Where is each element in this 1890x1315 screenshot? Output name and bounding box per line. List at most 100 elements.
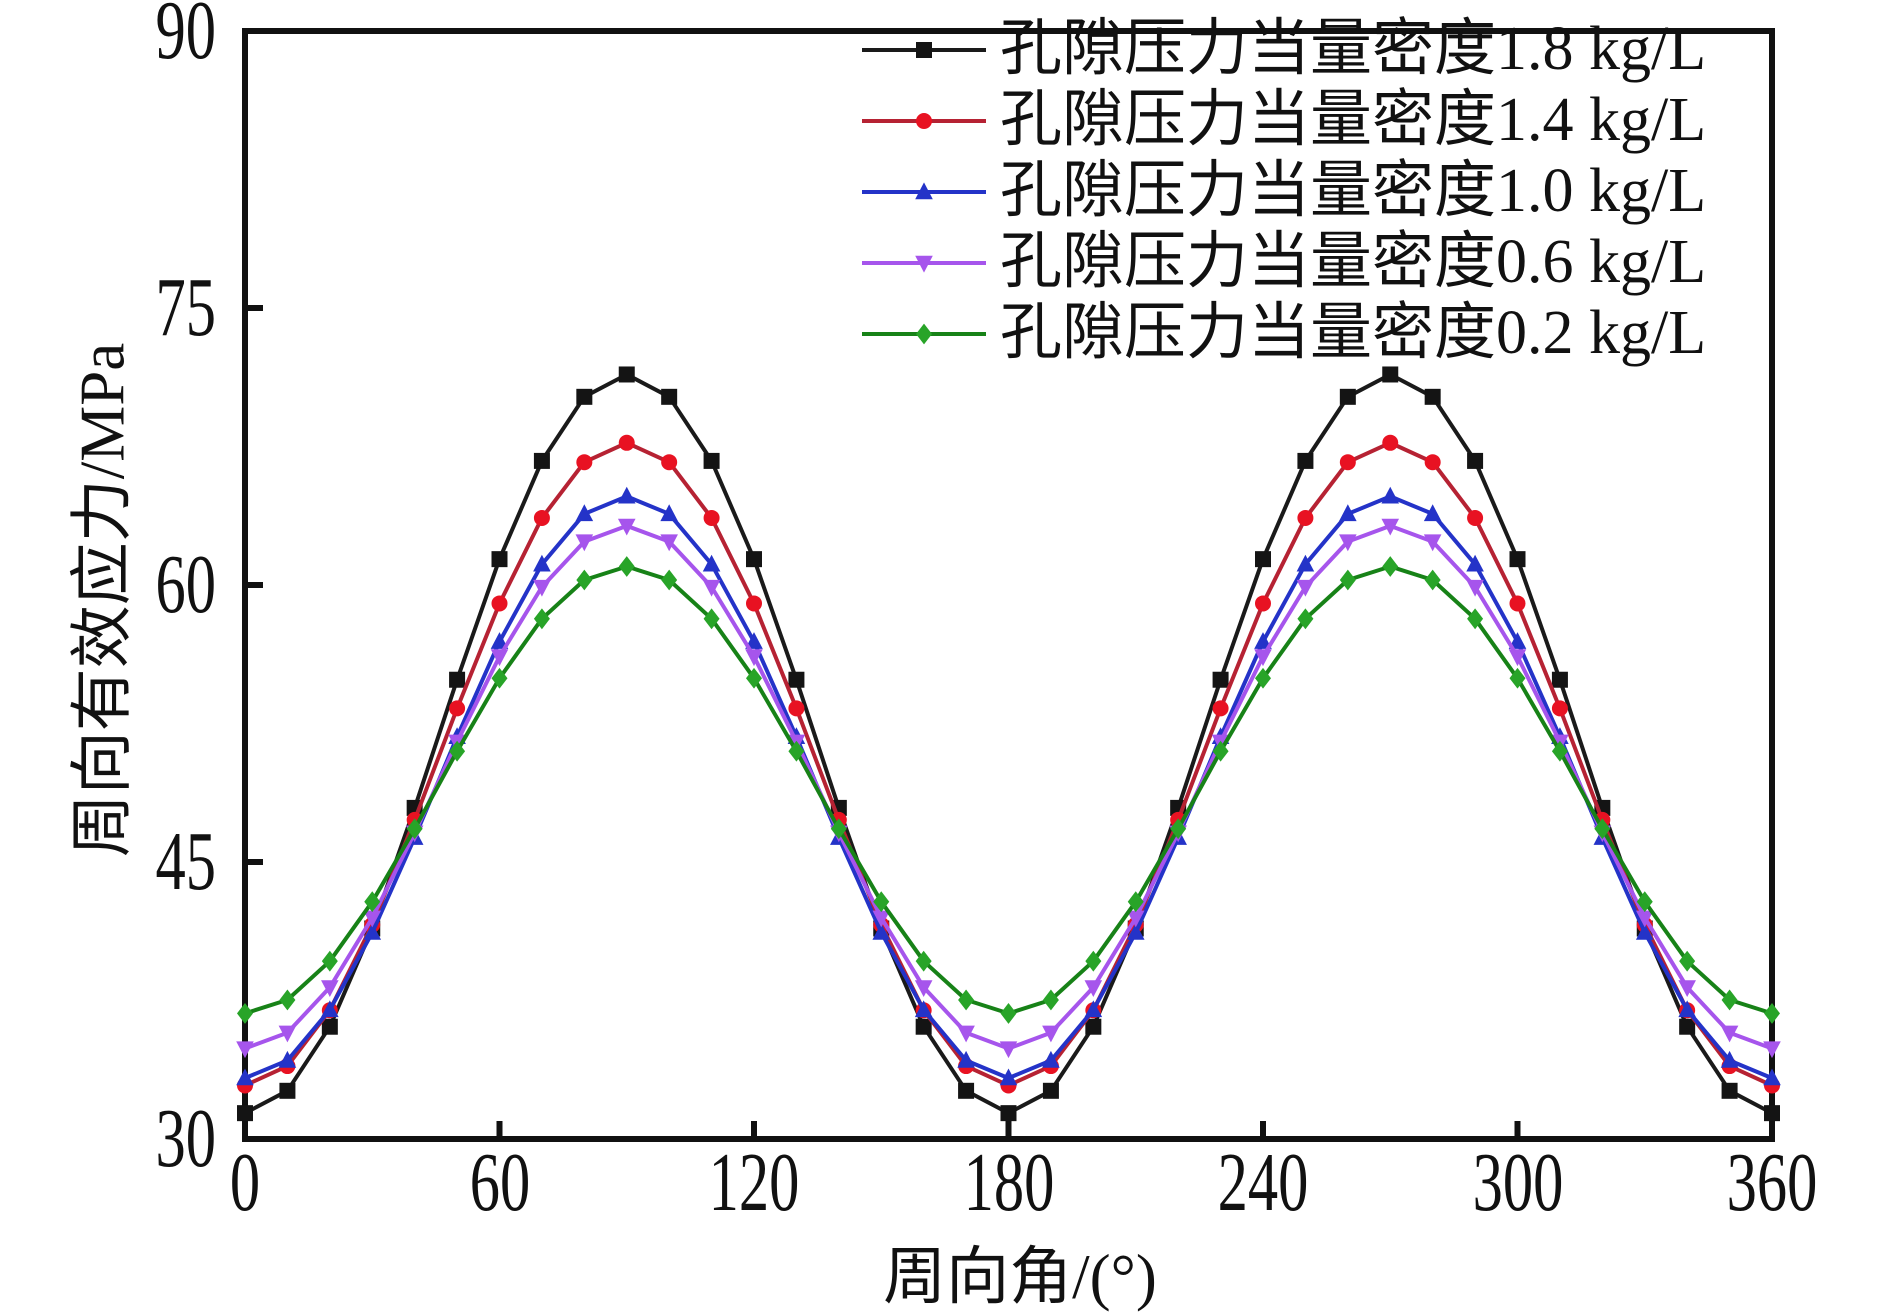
diamond-marker [1000, 1003, 1017, 1024]
series-triangle-down [236, 518, 1781, 1059]
diamond-marker [491, 667, 508, 689]
triangle-down-marker [490, 649, 509, 667]
legend-label: 孔隙压力当量密度0.6 kg/L [1000, 228, 1707, 296]
series-triangle-up [236, 486, 1781, 1086]
x-tick-label: 240 [1217, 1136, 1309, 1229]
y-tick-label: 45 [155, 815, 216, 908]
triangle-up-marker [363, 922, 382, 940]
legend-circle-swatch [862, 112, 986, 129]
triangle-down-marker [1296, 579, 1315, 597]
triangle-up-marker [278, 1050, 297, 1068]
triangle-up-marker [1042, 1050, 1060, 1068]
circle-marker [1212, 700, 1229, 717]
y-tick-label: 90 [155, 0, 216, 77]
circle-marker [1382, 434, 1399, 451]
diamond-marker [1679, 950, 1696, 972]
triangle-up-marker [1678, 1000, 1696, 1018]
y-tick-label: 60 [155, 538, 216, 631]
diamond-marker [1594, 818, 1611, 840]
square-marker [1509, 551, 1526, 568]
triangle-down-marker [957, 1025, 975, 1043]
x-tick-label: 180 [963, 1136, 1054, 1229]
triangle-up-marker [1466, 554, 1484, 572]
triangle-down-marker [914, 980, 933, 997]
legend-label: 孔隙压力当量密度0.2 kg/L [1000, 299, 1707, 367]
diamond-marker [1551, 740, 1568, 762]
x-tick-label: 60 [469, 1136, 530, 1229]
triangle-down-marker [872, 910, 891, 928]
square-marker [1212, 671, 1229, 688]
diamond-marker [237, 1003, 253, 1024]
legend-diamond-marker [916, 323, 932, 344]
legend-row: 孔隙压力当量密度1.0 kg/L [862, 156, 1706, 227]
series-line [244, 494, 1773, 1081]
square-marker [1679, 1018, 1696, 1035]
diamond-marker [788, 740, 805, 762]
triangle-up-marker [1126, 922, 1145, 940]
x-tick-label: 0 [229, 1136, 261, 1229]
diamond-marker [618, 556, 635, 577]
diamond-marker [1721, 989, 1738, 1011]
triangle-up-marker [1423, 504, 1442, 522]
triangle-up-marker [1508, 632, 1527, 649]
triangle-up-marker [1254, 632, 1272, 649]
square-marker [703, 452, 720, 469]
x-tick-label: 120 [708, 1136, 800, 1229]
legend-row: 孔隙压力当量密度0.6 kg/L [862, 227, 1706, 298]
triangle-down-marker [1381, 518, 1400, 536]
square-marker [661, 388, 678, 405]
diamond-marker [1339, 569, 1356, 591]
circle-marker [1467, 509, 1484, 526]
triangle-up-marker [745, 632, 763, 649]
diamond-marker [1127, 891, 1144, 913]
diamond-marker [364, 891, 381, 913]
square-marker [958, 1082, 975, 1099]
triangle-down-marker [1084, 980, 1103, 997]
circle-marker [576, 454, 593, 471]
diamond-marker [576, 569, 593, 591]
square-marker [1424, 388, 1441, 405]
triangle-up-marker [1763, 1068, 1781, 1086]
triangle-up-marker [1084, 1000, 1103, 1018]
x-tick-label: 300 [1472, 1136, 1563, 1229]
circle-marker [618, 434, 635, 451]
square-marker [576, 388, 593, 405]
triangle-down-marker [363, 910, 382, 928]
diamond-marker [1424, 569, 1441, 591]
diamond-marker [1636, 891, 1653, 913]
triangle-down-marker [1763, 1041, 1781, 1059]
legend-triangle-up-marker [915, 181, 933, 199]
triangle-up-marker [1381, 486, 1400, 504]
legend-row: 孔隙压力当量密度0.2 kg/L [862, 298, 1706, 369]
diamond-marker [406, 818, 423, 840]
square-marker [1339, 388, 1356, 405]
legend-square-swatch [862, 41, 986, 58]
circle-marker [1424, 454, 1441, 471]
diamond-marker [873, 891, 890, 913]
circle-marker [1509, 595, 1526, 612]
triangle-up-marker [872, 922, 891, 940]
square-marker [746, 551, 762, 568]
circle-marker [1255, 595, 1271, 612]
circle-marker [1339, 454, 1356, 471]
square-marker [1042, 1082, 1059, 1099]
y-tick-label: 75 [155, 261, 216, 354]
triangle-down-marker [1126, 910, 1145, 928]
square-marker [237, 1105, 253, 1122]
triangle-down-marker [1508, 649, 1527, 667]
legend: 孔隙压力当量密度1.8 kg/L 孔隙压力当量密度1.4 kg/L 孔隙压力当量密度… [862, 14, 1706, 369]
triangle-down-marker [321, 980, 339, 997]
triangle-up-marker [702, 554, 721, 572]
triangle-up-marker [1339, 504, 1357, 522]
legend-triangle-up-swatch [862, 181, 986, 199]
square-marker [449, 671, 466, 688]
series-line [244, 523, 1773, 1051]
triangle-down-marker [278, 1025, 297, 1043]
square-marker [321, 1018, 338, 1035]
square-marker [618, 366, 635, 383]
diamond-marker [1170, 818, 1187, 840]
diamond-marker [958, 989, 975, 1011]
diamond-marker [1382, 556, 1399, 577]
series-line [244, 372, 1773, 1116]
